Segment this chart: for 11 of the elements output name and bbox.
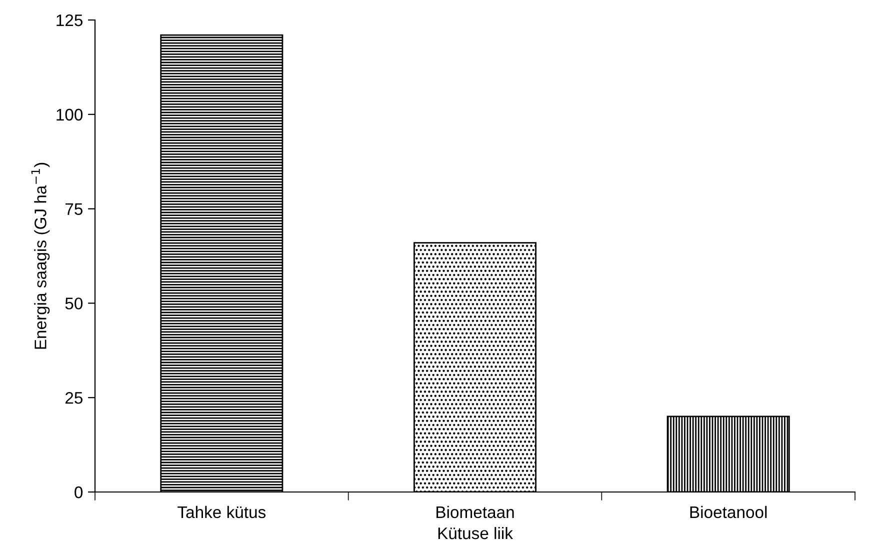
x-tick-label: Bioetanool (690, 506, 767, 518)
x-tick-label: Tahke kütus (178, 506, 266, 518)
y-tick-label: 50 (65, 298, 83, 310)
y-tick-label: 100 (56, 108, 83, 121)
y-tick-label: 0 (74, 486, 83, 498)
y-tick-label: 75 (66, 203, 82, 216)
x-axis-title: Kütuse liik (438, 526, 514, 540)
y-tick-label: 125 (56, 14, 82, 26)
y-tick-label: 25 (65, 392, 82, 404)
y-axis-title: Energia saagis (GJ ha$^{−1}$) (31, 162, 50, 349)
x-tick-label: Biometaan (436, 506, 514, 518)
